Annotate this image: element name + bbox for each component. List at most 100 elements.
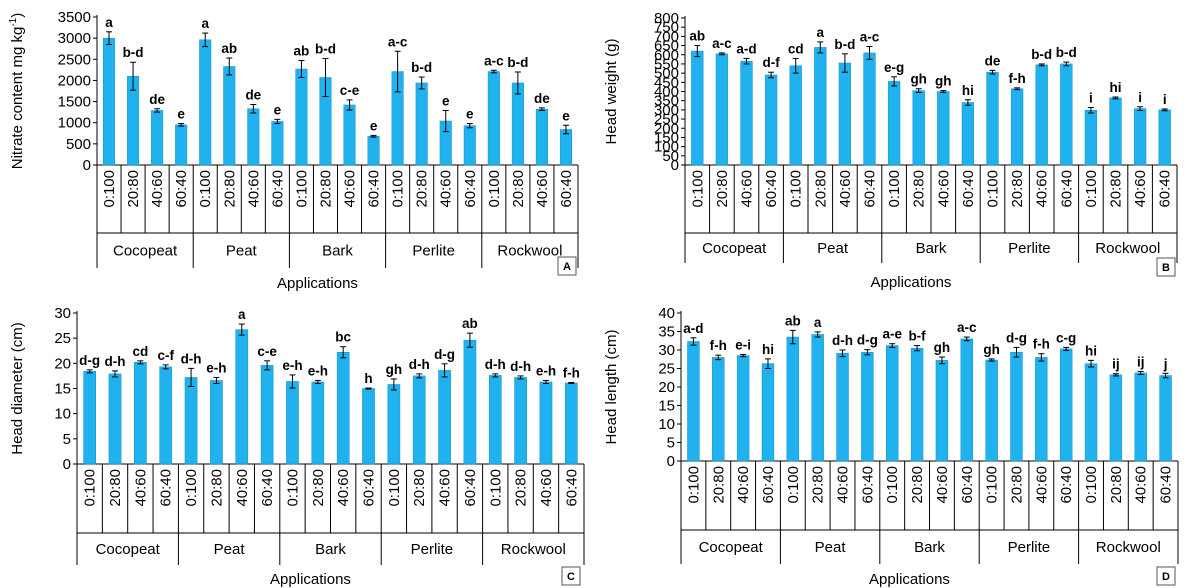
bar [438, 370, 451, 465]
bar [151, 110, 164, 166]
category-tick-label: 60:40 [862, 170, 879, 208]
significance-letter: d-g [1006, 330, 1027, 345]
y-tick-label: 20 [658, 379, 675, 396]
category-tick-label: 60:40 [859, 466, 876, 504]
chart-a-svg: 0 500 1000 1500 2000 2500 3000 3500 a 0:100 b-d 20:… [8, 9, 579, 292]
bar [1010, 88, 1024, 166]
y-tick-label: 0 [671, 157, 679, 174]
significance-letter: a-d [683, 321, 703, 336]
y-tick-label: 700 [654, 28, 679, 45]
bar [210, 380, 223, 465]
bar [961, 102, 975, 166]
group-label: Peat [214, 541, 246, 558]
significance-letter: e-i [735, 337, 751, 352]
category-tick-label: 0:100 [197, 170, 214, 208]
category-tick-label: 0:100 [685, 466, 702, 504]
group-label: Rockwool [1096, 539, 1161, 556]
category-tick-label: 0:100 [386, 469, 403, 507]
significance-letter: gh [910, 72, 927, 87]
significance-letter: a-c [957, 320, 977, 335]
group-label: Rockwool [501, 541, 566, 558]
significance-letter: h [364, 371, 372, 386]
category-tick-label: 60:40 [361, 469, 378, 507]
significance-letter: ab [689, 29, 705, 44]
significance-letter: gh [935, 74, 952, 89]
significance-letter: e-g [884, 60, 904, 75]
significance-letter: bc [335, 330, 351, 345]
bar [367, 135, 380, 166]
y-tick-label: 25 [658, 361, 675, 378]
category-tick-label: 40:60 [538, 469, 555, 507]
bar [343, 104, 356, 166]
category-tick-label: 0:100 [984, 466, 1001, 504]
significance-letter: i [1163, 92, 1167, 107]
category-tick-label: 20:80 [414, 170, 431, 208]
bar [564, 382, 578, 465]
significance-letter: i [1138, 90, 1142, 105]
significance-letter: d-h [510, 359, 531, 374]
panel-label-a: A [563, 261, 571, 273]
significance-letter: b-f [908, 329, 926, 344]
category-tick-label: 40:60 [934, 466, 951, 504]
category-tick-label: 20:80 [1108, 170, 1125, 208]
y-tick-label: 1000 [58, 115, 91, 132]
bar [247, 108, 260, 166]
significance-letter: e-h [536, 363, 556, 378]
y-tick-label: 15 [54, 381, 71, 398]
category-tick-label: 60:40 [366, 170, 383, 208]
y-tick-label: 650 [654, 38, 679, 55]
group-label: Cocopeat [96, 541, 161, 558]
category-tick-label: 40:60 [342, 170, 359, 208]
category-tick-label: 60:40 [1157, 170, 1174, 208]
group-label: Perlite [411, 541, 454, 558]
y-tick-label: 5 [63, 431, 71, 448]
significance-letter: ij [1137, 354, 1145, 369]
significance-letter: c-g [1056, 330, 1076, 345]
bar [559, 129, 572, 166]
significance-letter: d-h [832, 333, 853, 348]
category-tick-label: 60:40 [763, 170, 780, 208]
y-tick-label: 400 [654, 84, 679, 101]
significance-letter: hi [762, 342, 774, 357]
significance-letter: e-h [282, 358, 302, 373]
bar [235, 329, 249, 465]
group-label: Peat [226, 243, 258, 260]
y-tick-label: 5 [667, 435, 675, 452]
bar [960, 338, 973, 462]
category-tick-label: 60:40 [1058, 170, 1075, 208]
category-tick-label: 40:60 [1034, 170, 1051, 208]
y-tick-label: 3500 [58, 9, 91, 26]
significance-letter: gh [934, 340, 951, 355]
y-axis-title-main: Nitrate content mg kg [9, 27, 26, 170]
significance-letter: a-c [388, 34, 408, 49]
y-tick-label: 550 [654, 56, 679, 73]
panel-label-box [1156, 566, 1176, 586]
significance-letter: ab [785, 313, 801, 328]
category-tick-label: 20:80 [411, 469, 428, 507]
significance-letter: a-d [736, 41, 756, 56]
bar [838, 62, 852, 166]
significance-letter: a [201, 16, 209, 31]
significance-letter: d-h [105, 354, 126, 369]
y-tick-label: 20 [54, 355, 71, 372]
category-tick-label: 0:100 [886, 170, 903, 208]
category-tick-label: 20:80 [909, 466, 926, 504]
significance-letter: c-e [257, 344, 277, 359]
significance-letter: c-e [340, 83, 360, 98]
category-tick-label: 0:100 [884, 466, 901, 504]
y-tick-label: 250 [654, 111, 679, 128]
bar [712, 357, 725, 462]
chart-c-svg: 0 5 10 15 20 25 30 d-g 0:100 d-h 20:80 cd 40:60 c-f 60… [9, 305, 585, 588]
group-label: Rockwool [497, 243, 562, 260]
bar [1060, 63, 1073, 166]
y-axis-title-tail: ) [9, 13, 26, 18]
significance-letter: d-h [409, 357, 430, 372]
bar [336, 352, 350, 465]
group-label: Perlite [1008, 539, 1051, 556]
bar [736, 355, 750, 462]
significance-letter: b-d [1031, 47, 1052, 62]
bar [103, 37, 116, 166]
significance-letter: cd [788, 41, 804, 56]
y-tick-label: 450 [654, 74, 679, 91]
category-tick-label: 0:100 [101, 170, 118, 208]
